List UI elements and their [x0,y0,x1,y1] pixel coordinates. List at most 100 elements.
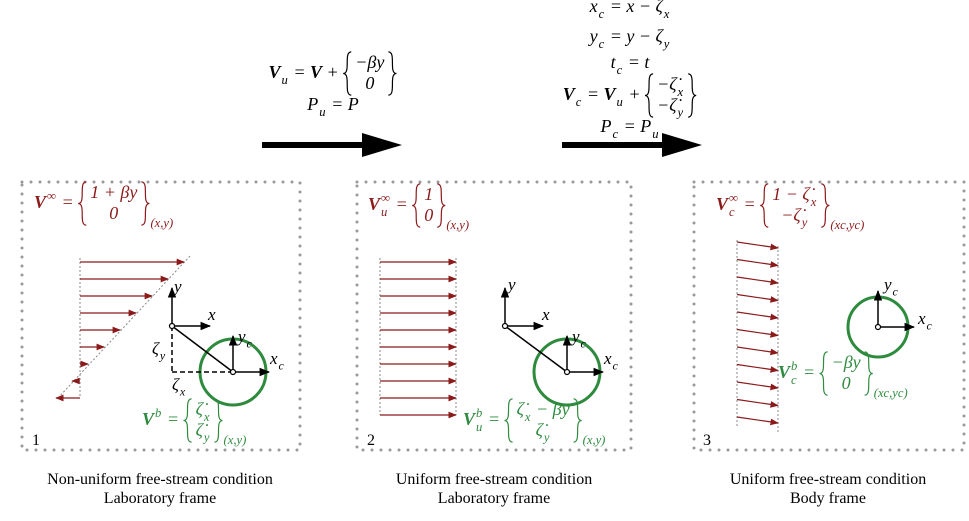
panel-number: 2 [367,432,375,449]
equation: x [207,305,216,324]
equation: V ∞u = 10 (x,y) [368,183,469,232]
transform-arrowhead [362,133,402,157]
math-text: = [739,194,760,214]
math-text: + [624,84,645,104]
math-text: ζ [656,0,665,16]
velocity-arrow [736,241,779,251]
math-text: −βy [832,352,861,372]
math-text: = [289,62,310,82]
math-text: (xc,yc) [874,386,908,400]
panel-frame [692,180,966,452]
math-text: x [541,305,550,324]
math-text: y [800,216,808,230]
math-text: y [542,431,550,445]
brace [437,183,446,228]
math-text: b [791,359,797,373]
velocity-arrow [736,258,779,268]
math-text: 0 [365,73,374,93]
math-text: 1 [424,184,433,204]
math-text: (x,y) [583,433,606,447]
math-text: P [639,116,651,136]
vector-row: −βy [832,352,861,372]
math-text: ∞ [381,191,390,205]
math-text: x [603,349,612,368]
vector-row: 0 [365,73,374,93]
velocity-arrow [736,311,779,321]
math-text: x [203,410,210,424]
caption: Uniform free-stream condition [730,471,926,488]
math-text: b [155,406,161,420]
math-text: x [269,349,278,368]
equation: x [541,305,550,324]
math-text: 1 − ζ̇ [772,184,815,204]
math-text: y [570,327,580,346]
math-text: V [463,409,477,429]
vector-row: 0 [842,373,851,393]
math-text: x [917,309,926,328]
equation: y [172,277,182,296]
math-text: ∞ [47,189,56,203]
math-text: 1 + βy [90,182,137,202]
math-text: = [798,362,819,382]
equation: y [506,275,516,294]
math-text: x [677,85,684,99]
math-text: = t [623,52,650,72]
vector-row: −ζ̇ x [657,74,683,99]
offset [504,325,568,373]
brace [214,398,223,443]
math-text: x [663,7,670,21]
math-text: ζ [656,26,665,46]
math-text: c [599,37,605,51]
panel-frame [20,180,302,452]
brace [759,183,769,228]
math-text: c [612,127,618,141]
brace [819,351,828,396]
velocity-arrow [736,363,779,373]
velocity-arrow [736,381,779,391]
math-text: c [729,205,735,219]
math-text: u [617,95,623,109]
vector-row: ζ̇ y [536,420,550,445]
origin [168,322,176,330]
math-text: = [582,84,603,104]
caption: Laboratory frame [104,490,216,507]
velocity-arrow [736,328,779,338]
math-text: c [576,95,582,109]
caption: Uniform free-stream condition [396,471,592,488]
math-text: = [483,409,504,429]
math-text: P [599,116,611,136]
math-text: x [589,0,598,16]
math-text: y [882,275,892,294]
vector-row: 1 [424,184,433,204]
brace [821,183,830,228]
math-text: = [391,194,412,214]
origin [563,368,571,376]
math-text: (x,y) [150,216,173,230]
brace [687,73,697,118]
caption: Non-uniform free-stream condition [47,471,273,488]
math-text: (x,y) [224,433,247,447]
origin [874,323,882,331]
math-text: V [604,84,618,104]
math-text: = [57,192,78,212]
brace [388,51,397,96]
math-text: y [202,431,210,445]
math-text: ζ [152,339,160,358]
math-text: y [172,277,182,296]
math-text: y [159,348,166,362]
brace [644,73,654,118]
math-text: c [279,358,285,372]
